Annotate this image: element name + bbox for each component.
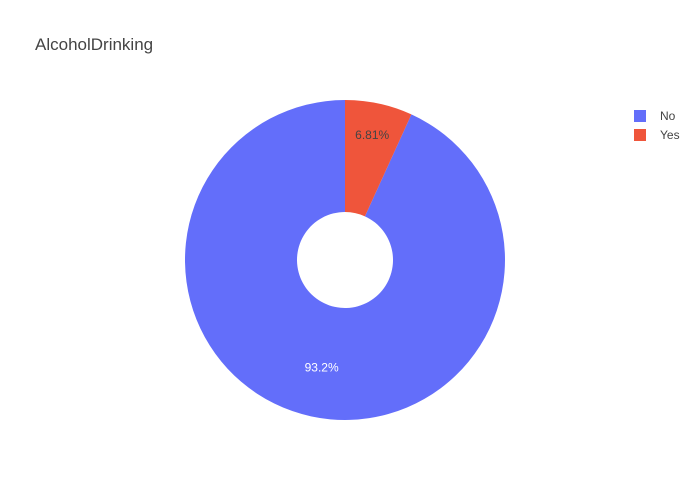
slice-label-no: 93.2% xyxy=(305,360,339,374)
slice-label-yes: 6.81% xyxy=(355,128,389,142)
legend-label-yes: Yes xyxy=(660,127,680,142)
slice-yes[interactable] xyxy=(345,100,412,217)
chart-title: AlcoholDrinking xyxy=(35,35,154,54)
legend: No Yes xyxy=(634,106,680,144)
legend-swatch-yes xyxy=(634,128,646,141)
slice-no[interactable] xyxy=(184,100,505,421)
legend-swatch-no xyxy=(634,109,646,122)
legend-item-no[interactable]: No xyxy=(634,106,680,125)
legend-label-no: No xyxy=(660,108,676,123)
legend-item-yes[interactable]: Yes xyxy=(634,125,680,144)
